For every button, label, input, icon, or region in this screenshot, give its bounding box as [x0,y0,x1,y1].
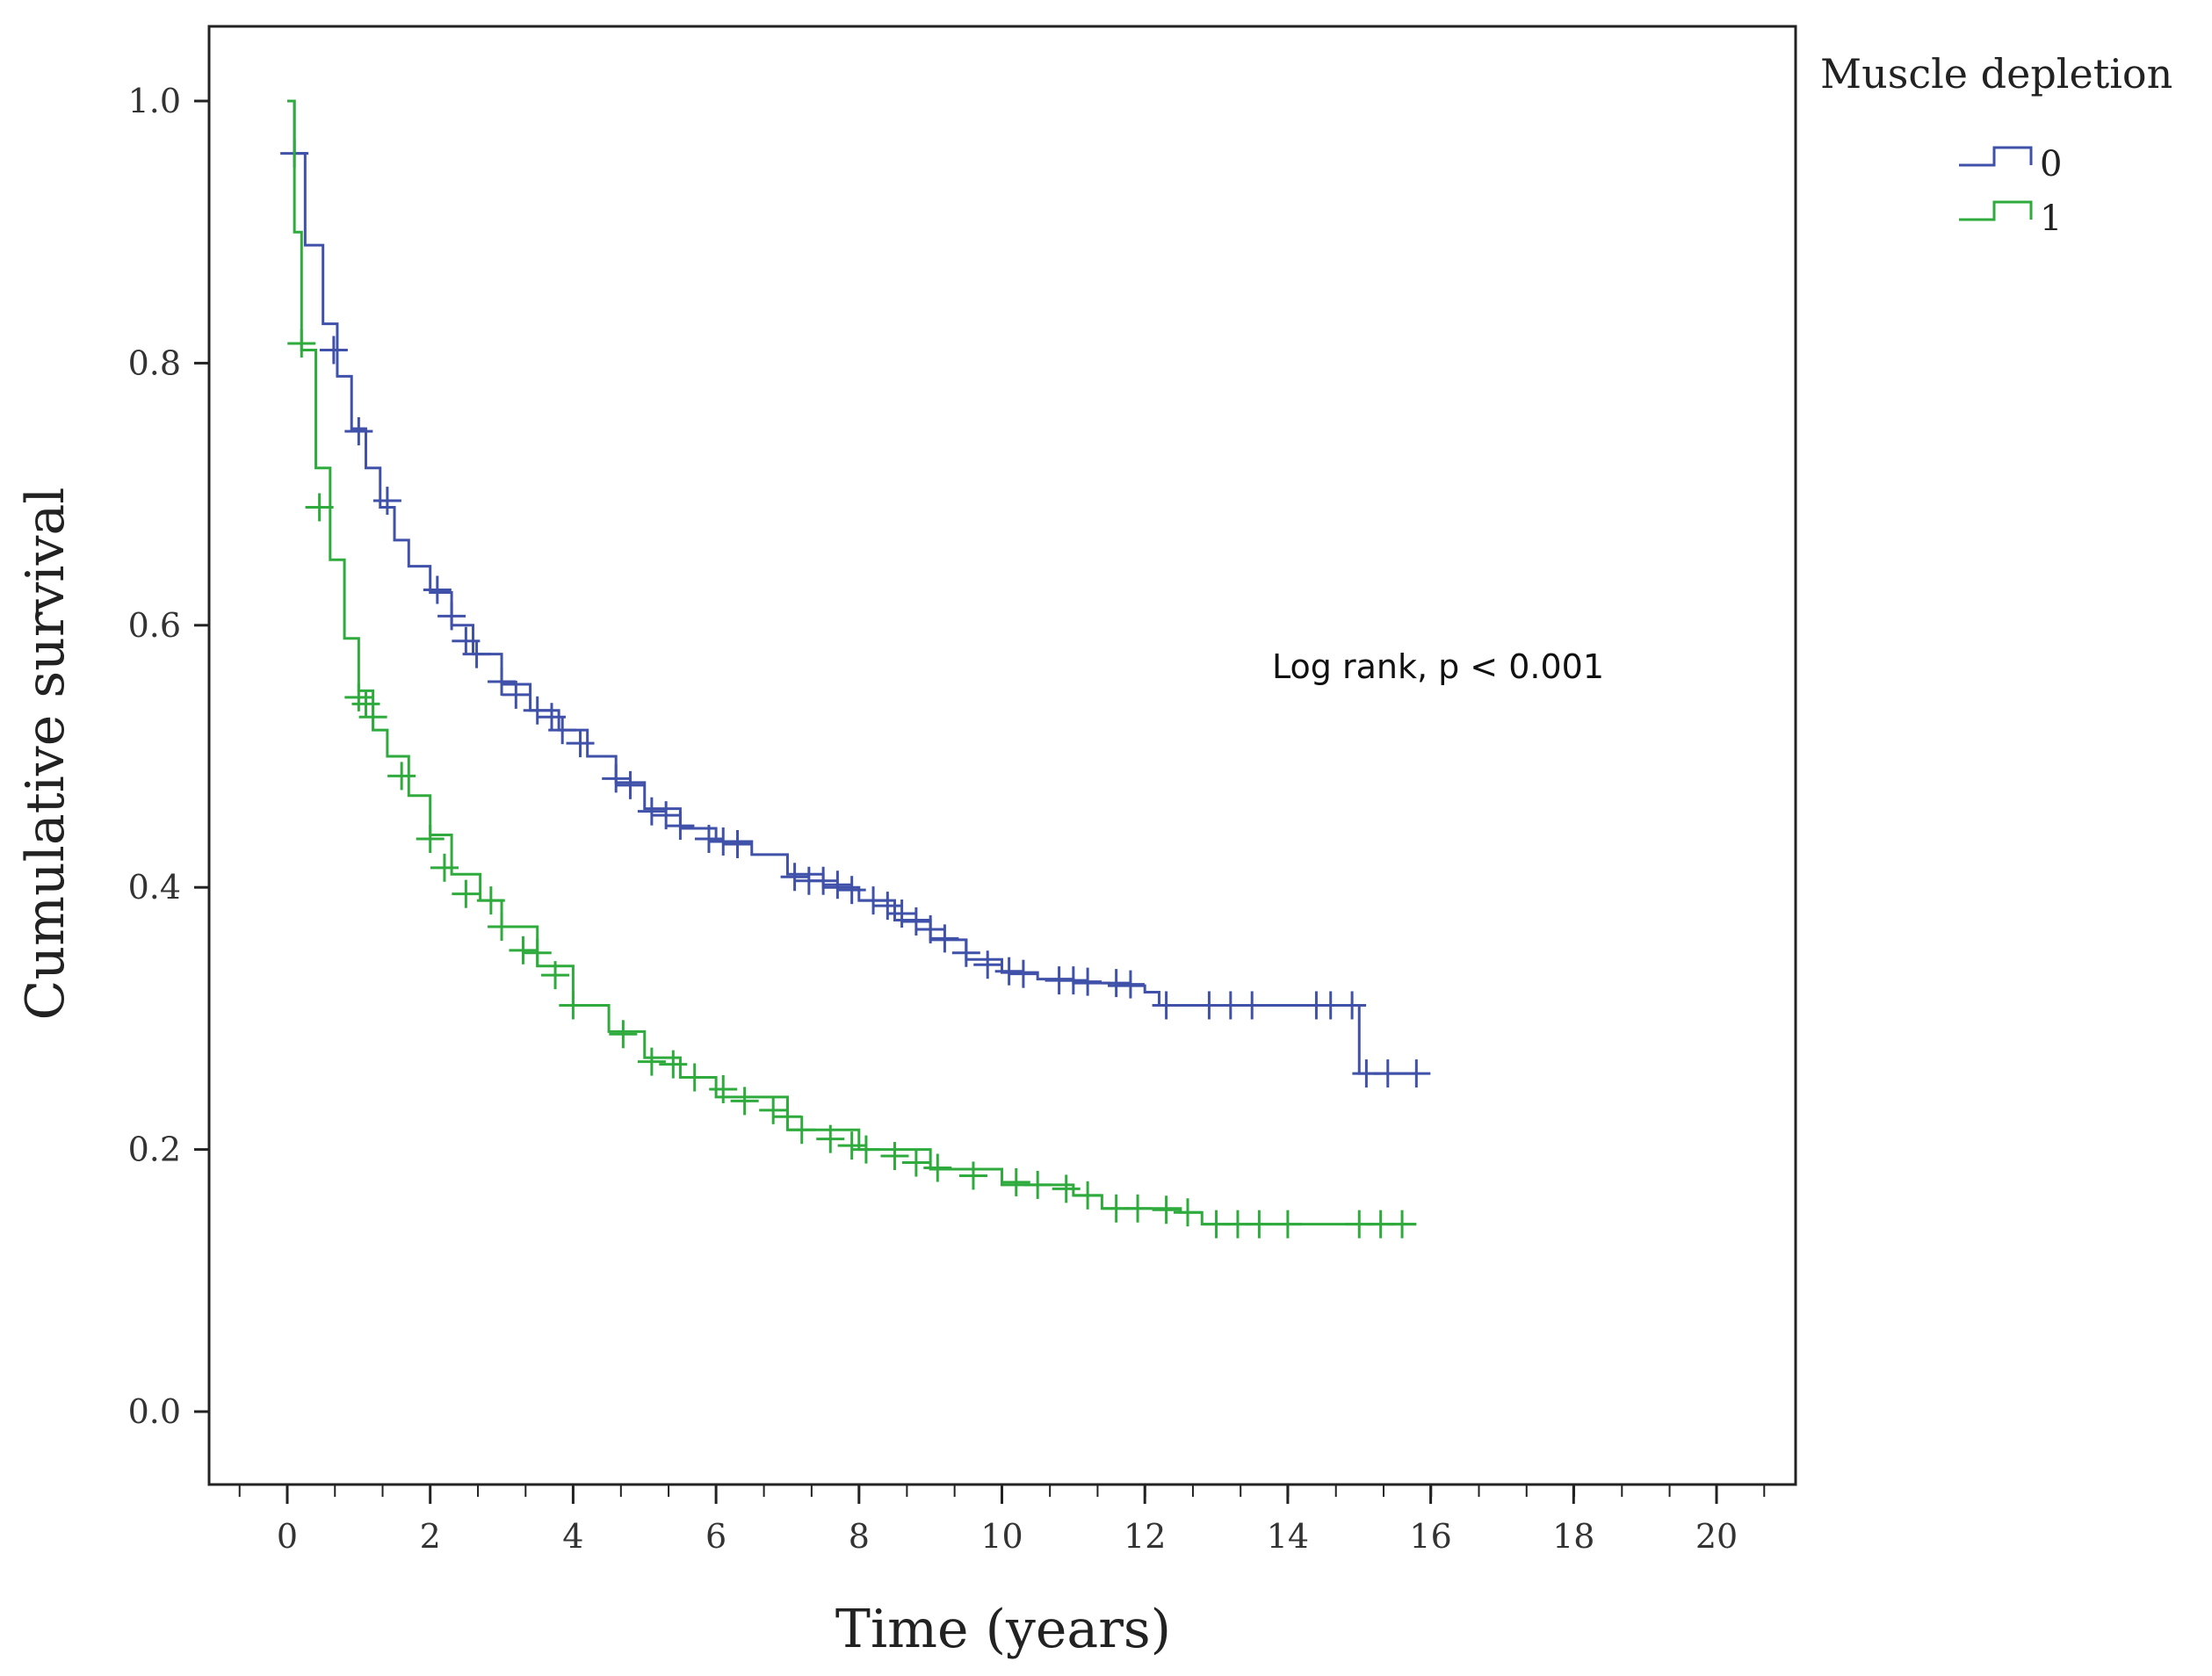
legend-label-1: 1 [2040,199,2062,239]
x-tick-label: 12 [1124,1517,1166,1556]
y-tick-label: 0.2 [128,1131,181,1169]
survival-curve-1 [287,99,1417,1226]
survival-curve-0 [287,99,1417,1075]
plot-area-frame [207,25,1797,1486]
x-axis-title: Time (years) [835,1599,1171,1660]
y-tick-label: 0.6 [128,606,181,645]
x-tick-label: 4 [562,1517,583,1556]
legend-title: Muscle depletion [1820,50,2172,98]
x-tick-label: 6 [705,1517,726,1556]
log-rank-annotation: Log rank, p < 0.001 [1272,647,1604,686]
x-tick-label: 20 [1695,1517,1738,1556]
x-tick-label: 10 [980,1517,1023,1556]
y-tick-label: 1.0 [128,82,181,120]
x-tick-label: 2 [420,1517,441,1556]
x-tick-label: 18 [1552,1517,1594,1556]
legend: Muscle depletion 0 1 [1820,50,2172,239]
y-tick-label: 0.4 [128,868,181,907]
x-tick-label: 0 [277,1517,298,1556]
y-tick-label: 0.0 [128,1392,181,1431]
legend-label-0: 0 [2040,144,2062,184]
censor-marks-0 [280,139,1431,1088]
x-tick-label: 16 [1409,1517,1451,1556]
series-layer [280,99,1431,1239]
x-tick-label: 8 [849,1517,870,1556]
x-axis: 0 2 4 6 8 10 12 14 16 18 20 [238,1485,1766,1556]
y-tick-label: 0.8 [128,343,181,382]
legend-swatch-1 [1959,200,2033,221]
legend-swatch-0 [1959,146,2033,167]
y-axis: 0.0 0.2 0.4 0.6 0.8 1.0 [128,82,208,1431]
x-tick-label: 14 [1267,1517,1309,1556]
censor-marks-1 [287,329,1417,1239]
y-axis-title: Cumulative survival [15,488,76,1021]
